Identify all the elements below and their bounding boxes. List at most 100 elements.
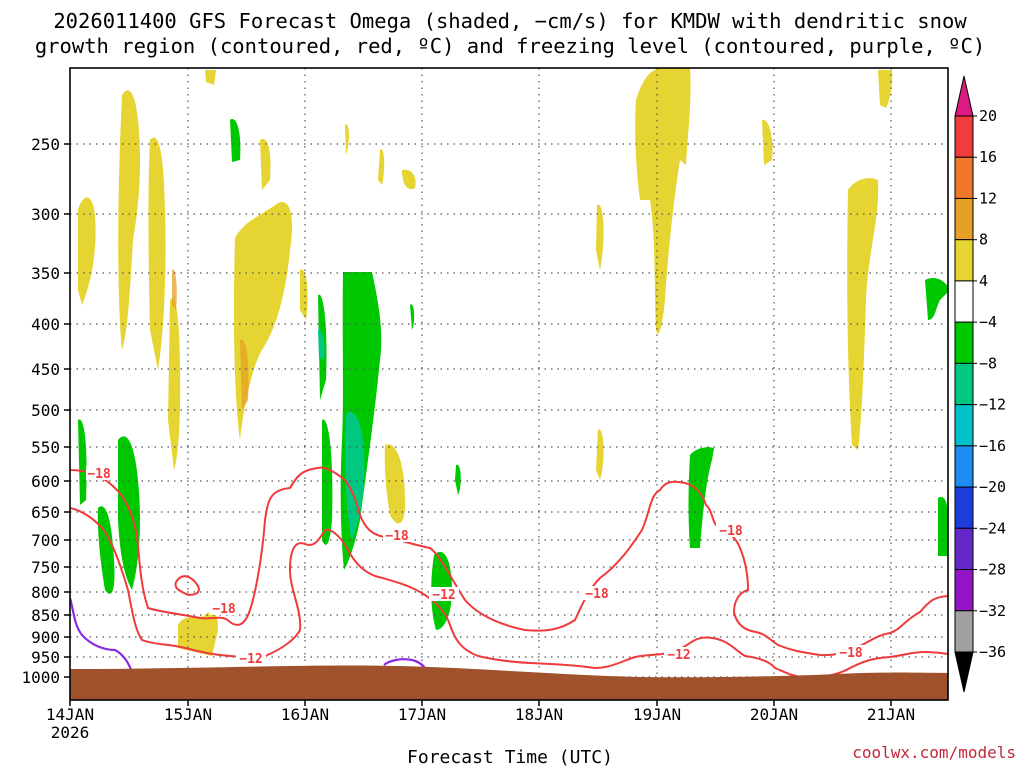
y-tick-label: 400 <box>31 315 60 334</box>
colorbar-label: −24 <box>979 519 1006 537</box>
omega-shade-green <box>410 304 415 330</box>
y-tick-label: 800 <box>31 583 60 602</box>
omega-shade-green <box>78 419 87 505</box>
colorbar-segment <box>954 239 974 282</box>
contour-red-minus12 <box>70 507 948 680</box>
omega-shade-yellow <box>878 70 893 108</box>
x-tick-label: 15JAN <box>164 705 212 724</box>
colorbar-label: 12 <box>979 189 997 207</box>
omega-shade-yellow <box>345 124 349 155</box>
colorbar-label: 4 <box>979 272 988 290</box>
colorbar-segment <box>954 527 974 571</box>
colorbar-label: −8 <box>979 354 997 372</box>
contours-layer <box>70 466 948 680</box>
y-tick-label: 550 <box>31 438 60 457</box>
contour-label: −18 <box>585 587 609 602</box>
contour-label: −18 <box>385 529 409 544</box>
colorbar-segment <box>954 651 974 693</box>
colorbar-label: −32 <box>979 602 1006 620</box>
colorbar-label: −12 <box>979 396 1006 414</box>
colorbar-segment <box>954 404 974 447</box>
colorbar-label: −4 <box>979 313 997 331</box>
colorbar: 20 16 12 8 4 −4 −8 −12 −16 −20 −24 −28 −32 −36 <box>954 75 1006 693</box>
omega-shade-green <box>925 278 948 320</box>
y-tick-label: 500 <box>31 401 60 420</box>
colorbar-label: 8 <box>979 231 988 249</box>
y-axis: 250 300 350 400 450 500 550 600 650 700 … <box>21 135 70 687</box>
x-tick-label: 20JAN <box>750 705 798 724</box>
colorbar-segment <box>954 445 974 488</box>
x-year-label: 2026 <box>51 723 90 742</box>
omega-shade-yellow <box>205 70 216 85</box>
colorbar-segment <box>954 486 974 529</box>
omega-shade-yellow <box>402 169 416 190</box>
y-tick-label: 600 <box>31 472 60 491</box>
omega-shade-green <box>938 496 948 556</box>
colorbar-label: 16 <box>979 148 997 166</box>
x-tick-label: 19JAN <box>633 705 681 724</box>
contour-label: −12 <box>432 588 455 603</box>
colorbar-segment <box>954 569 974 612</box>
omega-shade-yellow <box>596 429 604 480</box>
contour-label: −18 <box>719 524 743 539</box>
x-tick-label: 21JAN <box>867 705 915 724</box>
x-axis-label: Forecast Time (UTC) <box>407 747 613 768</box>
omega-shade-orange <box>172 269 177 310</box>
omega-shade-yellow <box>635 68 691 334</box>
colorbar-label: −16 <box>979 437 1006 455</box>
contour-labels: −18 −18 −18 −18 −18 −18 −12 −12 −12 <box>86 466 866 667</box>
x-tick-label: 18JAN <box>515 705 563 724</box>
credit-label: coolwx.com/models <box>852 743 1016 762</box>
x-tick-label: 16JAN <box>281 705 329 724</box>
contour-red-minus18 <box>70 466 948 657</box>
x-tick-label: 14JAN <box>46 705 94 724</box>
omega-shade-teal <box>345 411 365 540</box>
colorbar-label: −20 <box>979 478 1006 496</box>
colorbar-segment <box>954 156 974 199</box>
x-tick-label: 17JAN <box>398 705 446 724</box>
contour-label: −12 <box>239 652 262 667</box>
omega-shade-yellow <box>78 197 96 305</box>
omega-shade-yellow <box>148 137 166 370</box>
omega-shade-orange <box>240 339 249 410</box>
y-tick-label: 350 <box>31 264 60 283</box>
ground-surface <box>70 665 948 700</box>
y-tick-label: 850 <box>31 606 60 625</box>
omega-shade-green <box>688 447 714 548</box>
omega-shade-yellow <box>300 269 308 320</box>
omega-shade-yellow <box>847 178 879 450</box>
contour-label: −18 <box>87 467 111 482</box>
chart-title-line2: growth region (contoured, red, ºC) and f… <box>35 34 985 58</box>
contour-label: −18 <box>839 646 863 661</box>
omega-shade-yellow <box>260 139 271 190</box>
contour-purple-freezing <box>70 597 134 673</box>
chart-title-line1: 2026011400 GFS Forecast Omega (shaded, −… <box>53 9 967 33</box>
contour-label: −18 <box>212 602 236 617</box>
colorbar-label: −36 <box>979 643 1006 661</box>
omega-shade-yellow <box>596 204 604 270</box>
omega-shade-yellow <box>384 444 406 524</box>
omega-shade-yellow <box>378 149 385 185</box>
contour-red-small-loop <box>174 575 200 596</box>
omega-shade-green <box>118 436 140 590</box>
contour-label: −12 <box>667 648 690 663</box>
colorbar-segment <box>954 280 974 323</box>
colorbar-label: 20 <box>979 107 997 125</box>
omega-shading-layer <box>78 68 948 656</box>
y-tick-label: 1000 <box>21 668 60 687</box>
colorbar-segment <box>954 75 974 117</box>
omega-shade-teal <box>318 329 325 360</box>
omega-shade-green <box>230 119 241 162</box>
y-tick-label: 450 <box>31 360 60 379</box>
y-tick-label: 900 <box>31 628 60 647</box>
omega-shade-yellow <box>118 90 141 350</box>
contour-purple-freezing-2 <box>383 658 427 671</box>
y-tick-label: 650 <box>31 503 60 522</box>
y-tick-label: 700 <box>31 531 60 550</box>
omega-shade-yellow <box>168 298 181 470</box>
plot-area <box>70 68 948 700</box>
colorbar-segment <box>954 362 974 406</box>
x-axis: 14JAN 15JAN 16JAN 17JAN 18JAN 19JAN 20JA… <box>46 700 915 742</box>
omega-shade-yellow <box>178 611 218 656</box>
